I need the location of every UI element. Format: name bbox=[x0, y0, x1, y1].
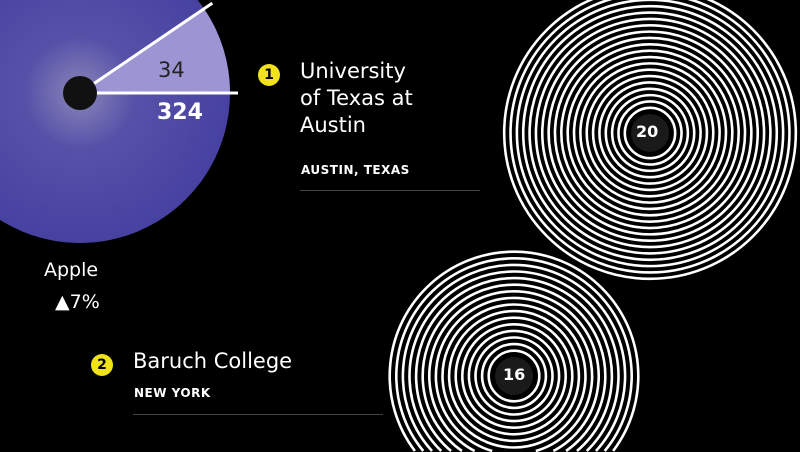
school-name-1-line-2: of Texas at bbox=[300, 86, 413, 110]
divider-2 bbox=[133, 414, 383, 415]
ring bbox=[540, 23, 760, 243]
ring bbox=[572, 55, 728, 211]
ring bbox=[434, 296, 594, 452]
ring bbox=[414, 276, 614, 452]
ring-group-background bbox=[385, 247, 643, 451]
pie-label: Apple bbox=[44, 259, 99, 281]
school-name-2: Baruch College bbox=[133, 349, 293, 373]
rank-badge-1: 1 bbox=[258, 64, 280, 86]
school-location-2: NEW YORK bbox=[134, 386, 211, 400]
ring bbox=[421, 283, 607, 452]
ring bbox=[395, 257, 633, 452]
ring bbox=[428, 290, 600, 452]
slice-label-small: 34 bbox=[158, 58, 185, 82]
pie-change: ▲7% bbox=[55, 291, 100, 313]
ring bbox=[521, 4, 779, 262]
ring bbox=[487, 349, 541, 403]
ring bbox=[388, 250, 640, 452]
ring bbox=[454, 316, 574, 436]
ring bbox=[401, 263, 627, 452]
rank-badge-2: 2 bbox=[91, 354, 113, 376]
ring bbox=[623, 106, 677, 160]
pie-slice-small bbox=[80, 8, 230, 94]
school-name-1-line-3: Austin bbox=[300, 113, 366, 137]
ring-center bbox=[495, 357, 533, 395]
slice-divider bbox=[79, 1, 214, 95]
ring bbox=[460, 322, 567, 429]
slice-label-large: 324 bbox=[157, 100, 203, 125]
ring bbox=[515, 0, 785, 268]
ring bbox=[553, 36, 747, 230]
ring bbox=[534, 17, 766, 249]
ring bbox=[528, 11, 772, 255]
divider-1 bbox=[300, 190, 480, 191]
ring bbox=[474, 336, 554, 416]
ring bbox=[598, 81, 702, 185]
ring bbox=[560, 43, 740, 223]
ring bbox=[441, 303, 587, 449]
ring bbox=[585, 68, 715, 198]
ring bbox=[480, 342, 548, 410]
ring bbox=[467, 329, 561, 423]
school-location-1: AUSTIN, TEXAS bbox=[301, 163, 410, 177]
ring bbox=[566, 49, 734, 217]
ring bbox=[610, 93, 690, 173]
pie-center-hole bbox=[63, 76, 97, 110]
ring bbox=[617, 100, 683, 166]
ring bbox=[509, 0, 791, 274]
ring bbox=[408, 270, 620, 452]
ring-value-2: 16 bbox=[503, 365, 526, 384]
ring bbox=[547, 30, 753, 236]
school-name-1-line-1: University bbox=[300, 59, 406, 83]
ring bbox=[591, 74, 709, 192]
ring-center bbox=[631, 114, 669, 152]
ring bbox=[502, 0, 798, 281]
ring bbox=[447, 309, 581, 443]
ring-value-1: 20 bbox=[636, 122, 659, 141]
ring bbox=[604, 87, 696, 179]
ring bbox=[579, 62, 721, 204]
